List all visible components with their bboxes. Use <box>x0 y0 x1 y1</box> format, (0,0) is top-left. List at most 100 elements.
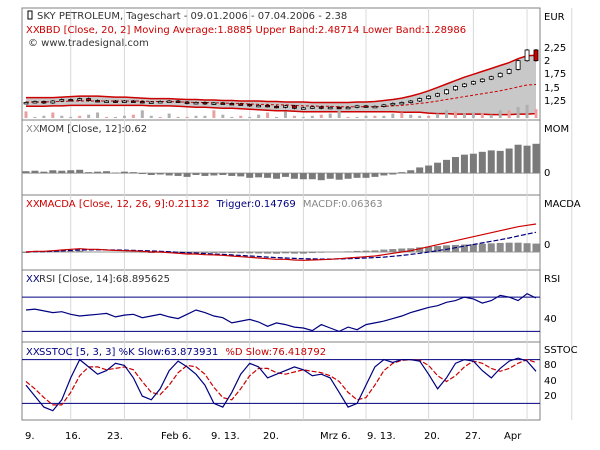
macd-histogram-bar <box>469 244 477 252</box>
momentum-bar <box>496 150 504 174</box>
candle <box>309 106 315 109</box>
volume-bar <box>400 112 404 118</box>
candle <box>336 106 342 110</box>
volume-bar <box>87 114 91 118</box>
candle <box>462 83 467 87</box>
momentum-bar <box>58 170 66 174</box>
candle <box>506 69 512 74</box>
price-legend: SKY PETROLEUM, Tageschart - 09.01.2006 -… <box>26 10 466 49</box>
momentum-bar <box>308 173 316 180</box>
momentum-bar <box>129 172 137 174</box>
candle <box>327 106 333 110</box>
price-tick-175: 1,75 <box>544 69 566 80</box>
volume-bar <box>337 110 341 118</box>
macd-histogram-bar <box>264 252 272 254</box>
candle <box>426 95 432 99</box>
x-label-20-feb: 20. <box>263 431 279 442</box>
macd-histogram-bar <box>246 252 254 254</box>
candle <box>274 105 279 109</box>
macd-histogram-bar <box>219 252 227 253</box>
candle <box>444 89 449 95</box>
xx-icon-mom: XX <box>26 124 40 135</box>
macd-histogram-bar <box>434 246 442 252</box>
lower-band-line <box>26 104 537 116</box>
macd-histogram-bar <box>532 243 540 252</box>
macd-histogram-bar <box>22 252 30 253</box>
macd-histogram-bar <box>371 250 379 252</box>
candle <box>32 101 38 104</box>
volume-bar <box>176 116 180 118</box>
candle <box>86 98 92 101</box>
xx-icon-sstoc: XX <box>26 347 40 358</box>
candle <box>139 101 145 104</box>
volume-bar <box>248 116 252 118</box>
candle <box>354 105 360 108</box>
momentum-bar <box>380 173 388 176</box>
x-label-9: 9. <box>25 431 35 442</box>
macd-histogram-bar <box>290 252 298 254</box>
macd-histogram-bar <box>425 246 433 252</box>
macd-histogram-bar <box>443 245 451 252</box>
volume-bar <box>418 115 422 118</box>
volume-bar <box>292 115 296 118</box>
macd-histogram-bar <box>67 250 75 252</box>
macd-histogram-bar <box>308 252 316 254</box>
volume-bar <box>158 116 162 118</box>
candle <box>435 93 440 97</box>
macd-histogram-bar <box>228 252 236 254</box>
momentum-bar <box>344 173 352 179</box>
macd-histogram-bar <box>460 244 468 252</box>
trigger-label: Trigger:0.14769 <box>216 199 296 210</box>
stochastic-panel <box>22 357 540 412</box>
macd-histogram-bar <box>76 250 84 252</box>
rsi-line <box>25 292 537 333</box>
macd-histogram-bar <box>237 252 245 254</box>
rsi-tick-40: 40 <box>544 314 557 325</box>
candle <box>345 106 351 110</box>
volume-bar <box>266 112 270 118</box>
candle <box>166 100 172 103</box>
macd-histogram-bar <box>487 243 495 252</box>
sstoc-d-label: %D Slow:76.418792 <box>225 347 326 358</box>
momentum-bar <box>22 171 30 174</box>
volume-bar <box>391 113 395 118</box>
macd-histogram-bar <box>85 251 93 252</box>
momentum-bar <box>103 171 111 174</box>
momentum-bar <box>398 172 406 174</box>
macd-histogram-bar <box>273 252 281 254</box>
volume-bar <box>203 115 207 118</box>
macd-histogram-bar <box>255 252 263 254</box>
volume-bar <box>525 104 529 118</box>
momentum-bar <box>85 172 93 174</box>
candle <box>238 103 244 106</box>
volume-bar <box>140 110 144 118</box>
candle <box>41 101 47 104</box>
candle <box>130 100 136 103</box>
candle <box>488 76 494 80</box>
volume-bar <box>498 110 502 118</box>
volume-bar <box>507 110 511 118</box>
momentum-bar <box>434 162 442 174</box>
candle <box>104 100 109 103</box>
mom-axis-title: MOM <box>544 124 569 135</box>
volume-bar <box>480 113 484 118</box>
macd-histogram-bar <box>362 250 370 252</box>
volume-bar <box>167 113 171 118</box>
sstoc-axis-title: SSTOC <box>544 345 578 356</box>
volume-bar <box>310 115 314 118</box>
candle <box>479 78 485 82</box>
momentum-bar <box>156 173 164 175</box>
candle <box>453 86 458 91</box>
momentum-bar <box>281 173 289 177</box>
momentum-bar <box>514 144 522 174</box>
mom-label: MOM [Close, 12]:0.62 <box>39 124 147 135</box>
macd-panel-frame <box>21 194 541 271</box>
momentum-bar <box>505 148 513 174</box>
candle <box>148 101 154 104</box>
macd-histogram-bar <box>120 252 128 253</box>
momentum-bar <box>416 167 424 174</box>
price-panel <box>23 49 539 118</box>
macd-histogram-bar <box>451 244 459 252</box>
macd-tick-0: 0 <box>544 240 550 251</box>
macd-histogram-bar <box>129 252 137 253</box>
